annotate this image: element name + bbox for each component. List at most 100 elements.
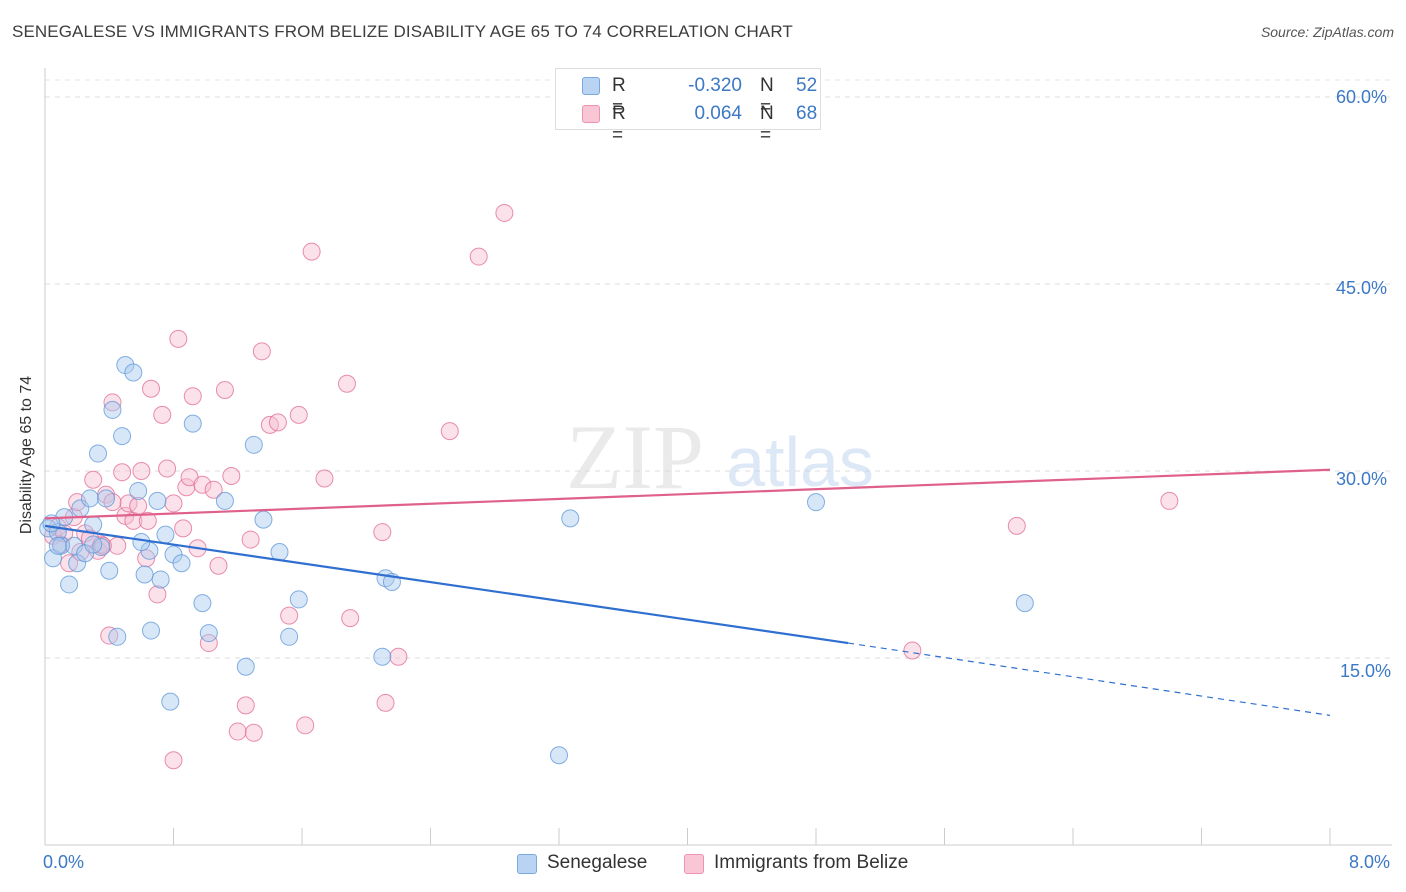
- belize-point-10: [84, 470, 103, 489]
- legend-r-label: R =: [612, 103, 626, 146]
- belize-point-51: [315, 469, 334, 488]
- senegalese-point-6: [64, 536, 83, 555]
- senegalese-point-47: [1015, 594, 1034, 613]
- belize-point-52: [337, 374, 356, 393]
- belize-point-35: [193, 475, 212, 494]
- legend-n-value: 52: [796, 75, 818, 96]
- y-axis-label: Disability Age 65 to 74: [18, 375, 35, 535]
- senegalese-point-31: [183, 414, 202, 433]
- senegalese-point-41: [373, 647, 392, 666]
- belize-point-31: [177, 478, 196, 497]
- bottom-legend-swatch-belize: [684, 854, 704, 874]
- legend-r-value: 0.064: [694, 103, 742, 124]
- senegalese-point-44: [561, 509, 580, 528]
- legend-n-label: N =: [760, 103, 774, 146]
- belize-point-48: [289, 405, 308, 424]
- legend-swatch-belize: [582, 105, 600, 123]
- source-label: Source: ZipAtlas.com: [1260, 24, 1394, 40]
- senegalese-trend-line: [44, 524, 849, 645]
- senegalese-point-30: [172, 554, 191, 573]
- senegalese-point-15: [100, 561, 119, 580]
- senegalese-point-34: [215, 491, 234, 510]
- x-tick-min: 0.0%: [43, 852, 85, 872]
- senegalese-point-14: [97, 489, 116, 508]
- senegalese-point-33: [199, 624, 218, 643]
- belize-point-21: [129, 496, 148, 515]
- y-tick-15: 15.0%: [1340, 661, 1392, 681]
- belize-point-49: [296, 716, 315, 735]
- belize-point-33: [183, 387, 202, 406]
- senegalese-point-46: [807, 493, 825, 512]
- senegalese-point-36: [244, 435, 263, 454]
- belize-point-37: [204, 480, 223, 499]
- belize-point-26: [153, 405, 172, 424]
- senegalese-point-12: [89, 444, 108, 463]
- belize-point-59: [495, 203, 514, 222]
- legend-n-label: N =: [760, 75, 774, 118]
- belize-point-27: [158, 459, 177, 478]
- belize-point-61: [244, 723, 263, 742]
- belize-point-25: [148, 585, 167, 604]
- belize-point-40: [222, 466, 241, 485]
- belize-point-55: [376, 693, 395, 712]
- belize-point-17: [113, 463, 132, 482]
- belize-point-39: [215, 380, 234, 399]
- senegalese-point-22: [135, 565, 154, 584]
- belize-point-30: [174, 519, 193, 538]
- axes: [44, 68, 1392, 846]
- chart-title: SENEGALESE VS IMMIGRANTS FROM BELIZE DIS…: [12, 22, 793, 41]
- belize-point-44: [252, 342, 271, 361]
- y-tick-60: 60.0%: [1336, 87, 1388, 107]
- legend-n-value: 68: [796, 103, 818, 124]
- correlation-legend: R = -0.320 N = 52 R = 0.064 N = 68: [555, 68, 821, 146]
- senegalese-point-40: [289, 590, 308, 609]
- bottom-legend-label: Immigrants from Belize: [714, 852, 909, 873]
- belize-point-64: [1160, 491, 1179, 510]
- senegalese-point-16: [103, 400, 122, 419]
- belize-point-42: [236, 696, 255, 715]
- y-tick-30: 30.0%: [1336, 469, 1388, 489]
- belize-point-15: [103, 393, 122, 412]
- belize-point-38: [209, 556, 228, 575]
- gridlines: [45, 79, 1392, 659]
- senegalese-point-35: [236, 657, 255, 676]
- senegalese-point-21: [129, 481, 148, 500]
- belize-point-50: [302, 242, 321, 261]
- senegalese-point-37: [254, 510, 273, 529]
- belize-point-62: [903, 641, 922, 660]
- bottom-legend-swatch-senegalese: [517, 854, 537, 874]
- belize-point-53: [341, 609, 360, 628]
- belize-point-56: [389, 647, 408, 666]
- senegalese-point-18: [113, 427, 132, 446]
- senegalese-point-39: [280, 627, 299, 646]
- senegalese-trend-extension: [848, 642, 1331, 716]
- senegalese-point-5: [60, 575, 79, 594]
- belize-point-58: [469, 247, 488, 266]
- belize-point-60: [164, 751, 183, 770]
- belize-point-54: [373, 523, 392, 542]
- senegalese-point-50: [132, 533, 151, 552]
- belize-point-28: [164, 494, 183, 513]
- legend-r-label: R =: [612, 75, 626, 118]
- senegalese-point-27: [156, 525, 175, 544]
- belize-point-57: [440, 422, 459, 441]
- belize-trend-line: [44, 468, 1331, 520]
- y-tick-45: 45.0%: [1336, 278, 1388, 298]
- senegalese-point-48: [48, 536, 67, 555]
- bottom-legend-label: Senegalese: [547, 852, 648, 873]
- senegalese-point-25: [148, 491, 167, 510]
- trend-lines: [44, 468, 1331, 716]
- belize-point-47: [280, 606, 299, 625]
- legend-r-value: -0.320: [688, 75, 742, 96]
- senegalese-point-32: [193, 594, 212, 613]
- belize-point-22: [132, 462, 151, 480]
- belize-point-63: [1007, 516, 1026, 535]
- belize-point-46: [268, 413, 287, 432]
- belize-point-66: [138, 511, 157, 530]
- senegalese-point-45: [550, 746, 568, 765]
- senegalese-point-38: [270, 543, 289, 562]
- senegalese-point-49: [84, 535, 103, 554]
- x-tick-max: 8.0%: [1349, 852, 1391, 872]
- senegalese-point-26: [151, 570, 170, 589]
